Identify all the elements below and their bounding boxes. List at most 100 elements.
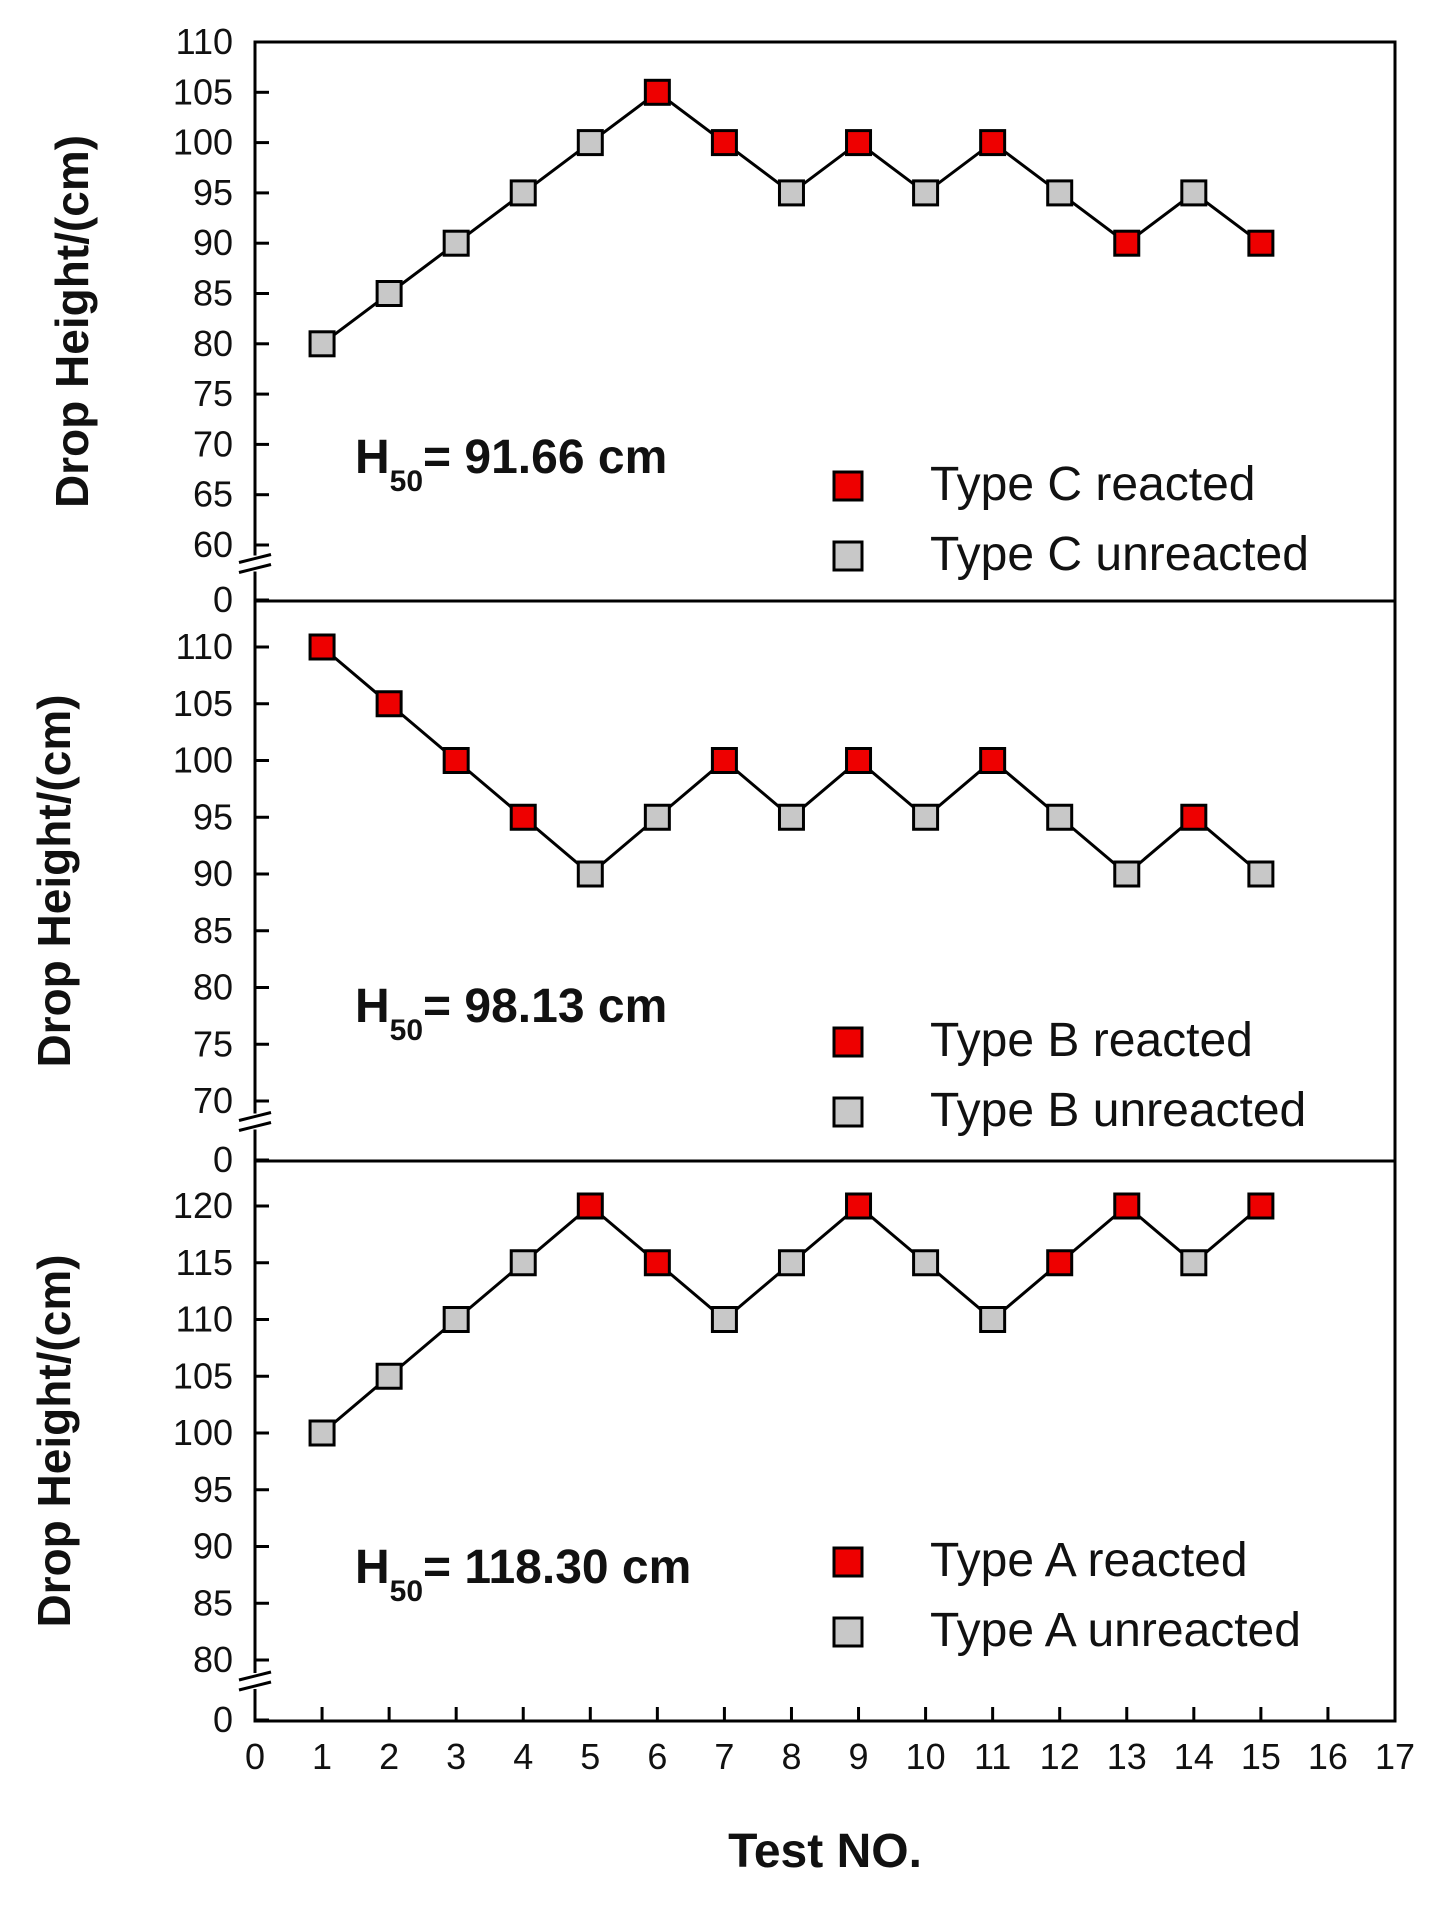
- marker-unreacted: [912, 179, 940, 207]
- plot-frame: [253, 1159, 1397, 1723]
- x-tick-label: 14: [1174, 1736, 1214, 1777]
- legend-label-reacted: Type C reacted: [930, 458, 1256, 511]
- legend: Type B reacted Type B unreacted: [832, 1014, 1306, 1137]
- y-tick-label: 95: [193, 1469, 233, 1510]
- x-tick-label: 1: [312, 1736, 332, 1777]
- marker-reacted: [845, 1192, 873, 1220]
- y-tick-label: 110: [176, 1299, 233, 1340]
- x-tick-label: 11: [974, 1736, 1011, 1777]
- marker-reacted: [845, 129, 873, 157]
- marker-reacted: [979, 747, 1007, 774]
- marker-unreacted: [509, 179, 537, 207]
- x-tick-label: 8: [781, 1736, 801, 1777]
- x-tick-label: 6: [647, 1736, 667, 1777]
- legend: Type C reacted Type C unreacted: [832, 458, 1309, 581]
- marker-reacted: [979, 129, 1007, 157]
- marker-unreacted: [308, 330, 336, 358]
- axis-break-mark: [238, 1121, 272, 1132]
- x-tick-label: 2: [379, 1736, 399, 1777]
- y-tick-label: 100: [173, 1412, 233, 1453]
- y-tick-label: 95: [193, 796, 233, 837]
- marker-unreacted: [1180, 179, 1208, 207]
- marker-reacted: [375, 690, 403, 718]
- x-tick-label: 12: [1040, 1736, 1080, 1777]
- marker-unreacted: [1046, 179, 1074, 207]
- marker-unreacted: [912, 1249, 940, 1277]
- y-tick-label: 105: [173, 1355, 233, 1396]
- legend-label-reacted: Type B reacted: [930, 1014, 1253, 1067]
- y-tick-label-zero: 0: [213, 1139, 233, 1180]
- marker-reacted: [643, 1249, 671, 1277]
- x-tick-label: 5: [580, 1736, 600, 1777]
- legend-marker-reacted: [832, 470, 864, 502]
- y-tick-label: 75: [193, 373, 233, 414]
- y-tick-label: 90: [193, 853, 233, 894]
- marker-unreacted: [442, 229, 470, 257]
- y-tick-label: 110: [176, 626, 233, 667]
- y-tick-label: 60: [193, 524, 233, 565]
- y-tick-label: 95: [193, 172, 233, 213]
- legend-marker-reacted: [832, 1546, 864, 1578]
- y-tick-label: 100: [173, 122, 233, 163]
- x-tick-label: 9: [849, 1736, 869, 1777]
- legend: Type A reacted Type A unreacted: [832, 1534, 1301, 1657]
- y-axis-label: Drop Height/(cm): [28, 1254, 80, 1627]
- marker-unreacted: [442, 1306, 470, 1333]
- h50-annotation: H50= 118.30 cm: [355, 1541, 691, 1608]
- series-line: [321, 90, 1262, 345]
- marker-unreacted: [1180, 1249, 1208, 1277]
- marker-reacted: [1113, 1192, 1141, 1220]
- x-tick-label: 7: [714, 1736, 734, 1777]
- legend-label-unreacted: Type A unreacted: [930, 1604, 1301, 1657]
- marker-unreacted: [375, 1362, 403, 1390]
- y-tick-label: 90: [193, 1526, 233, 1567]
- marker-unreacted: [979, 1306, 1007, 1333]
- legend-marker-unreacted: [832, 1616, 864, 1648]
- y-axis-label: Drop Height/(cm): [28, 694, 80, 1067]
- marker-reacted: [1113, 229, 1141, 257]
- y-tick-label-zero: 0: [213, 579, 233, 620]
- y-tick-label: 110: [176, 21, 233, 62]
- h50-annotation: H50= 91.66 cm: [355, 431, 667, 498]
- axis-break-mark: [238, 1670, 272, 1682]
- marker-unreacted: [777, 803, 805, 831]
- y-tick-label: 115: [176, 1242, 233, 1283]
- x-tick-label: 17: [1375, 1736, 1415, 1777]
- panel-type-a: 120 115 110 105 100 95 90 85 80 0 Drop Height/(cm)…: [28, 1159, 1397, 1740]
- marker-reacted: [1247, 1192, 1275, 1220]
- y-tick-label: 80: [193, 1639, 233, 1680]
- y-tick-label-zero: 0: [213, 1699, 233, 1740]
- y-tick-label: 80: [193, 967, 233, 1008]
- marker-reacted: [643, 78, 671, 106]
- y-tick-label: 90: [193, 222, 233, 263]
- y-tick-label: 80: [193, 323, 233, 364]
- marker-unreacted: [308, 1419, 336, 1447]
- marker-reacted: [1046, 1249, 1074, 1277]
- marker-unreacted: [509, 1249, 537, 1277]
- marker-unreacted: [777, 179, 805, 207]
- axis-break-mark: [238, 563, 272, 574]
- marker-unreacted: [375, 280, 403, 307]
- y-tick-label: 100: [173, 740, 233, 781]
- x-tick-label: 15: [1241, 1736, 1281, 1777]
- marker-unreacted: [912, 803, 940, 831]
- legend-label-unreacted: Type C unreacted: [930, 528, 1309, 581]
- y-axis-label: Drop Height/(cm): [46, 135, 98, 508]
- panel-type-b: 110 105 100 95 90 85 80 75 70 0 Drop Height/(cm) H5…: [28, 599, 1397, 1180]
- marker-unreacted: [576, 129, 604, 157]
- marker-unreacted: [1113, 860, 1141, 888]
- x-tick-label: 3: [446, 1736, 466, 1777]
- axis-break-mark: [238, 1111, 272, 1122]
- marker-reacted: [1247, 229, 1275, 257]
- x-tick-label: 10: [906, 1736, 946, 1777]
- marker-reacted: [509, 803, 537, 831]
- legend-label-reacted: Type A reacted: [930, 1534, 1248, 1587]
- y-tick-label: 120: [173, 1185, 233, 1226]
- panel-type-c: 110 105 100 95 90 85 80 75 70 65 60 0 Drop Height/(c…: [46, 21, 1397, 620]
- y-tick-label: 85: [193, 910, 233, 951]
- y-tick-label: 70: [193, 1080, 233, 1121]
- x-tick-label: 0: [245, 1736, 265, 1777]
- legend-marker-unreacted: [832, 540, 864, 572]
- legend-marker-reacted: [832, 1026, 864, 1058]
